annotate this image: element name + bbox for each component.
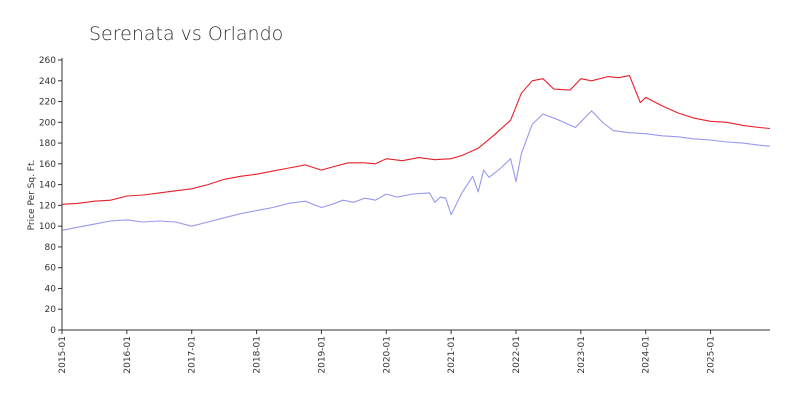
- x-tick-label: 2023-01: [577, 336, 587, 374]
- y-tick-label: 80: [45, 243, 57, 253]
- x-tick-label: 2025-01: [707, 336, 717, 374]
- x-tick-label: 2017-01: [188, 336, 198, 374]
- x-tick-label: 2022-01: [512, 336, 522, 374]
- y-tick-label: 200: [39, 118, 56, 128]
- y-axis-label: Price Per Sq. Ft.: [27, 160, 37, 231]
- y-tick-label: 260: [39, 56, 56, 66]
- y-tick-label: 120: [39, 201, 56, 211]
- y-tick-label: 140: [39, 181, 56, 191]
- x-tick-label: 2019-01: [317, 336, 327, 374]
- y-axis: 0 20 40 60 80 100 120 140 160 180 200 220 240 260: [39, 56, 63, 336]
- x-tick-label: 2016-01: [123, 336, 133, 374]
- series-line-1: [61, 75, 771, 205]
- chart-title: Serenata vs Orlando: [89, 23, 283, 45]
- y-tick-label: 0: [50, 326, 56, 336]
- x-axis: 2015-01 2016-01 2017-01 2018-01 2019-01 2020-…: [58, 329, 770, 374]
- y-tick-label: 100: [39, 222, 56, 232]
- series-line-2: [61, 110, 771, 231]
- x-tick-label: 2020-01: [382, 336, 392, 374]
- y-tick-label: 160: [39, 160, 56, 170]
- y-tick-label: 20: [45, 305, 57, 315]
- y-tick-label: 220: [39, 98, 56, 108]
- x-tick-label: 2018-01: [253, 336, 263, 374]
- y-tick-label: 180: [39, 139, 56, 149]
- x-tick-label: 2015-01: [58, 336, 68, 374]
- y-tick-label: 240: [39, 77, 56, 87]
- y-tick-label: 40: [45, 284, 57, 294]
- plot-area: [61, 75, 771, 231]
- x-tick-label: 2021-01: [447, 336, 457, 374]
- y-tick-label: 60: [45, 264, 57, 274]
- x-tick-label: 2024-01: [642, 336, 652, 374]
